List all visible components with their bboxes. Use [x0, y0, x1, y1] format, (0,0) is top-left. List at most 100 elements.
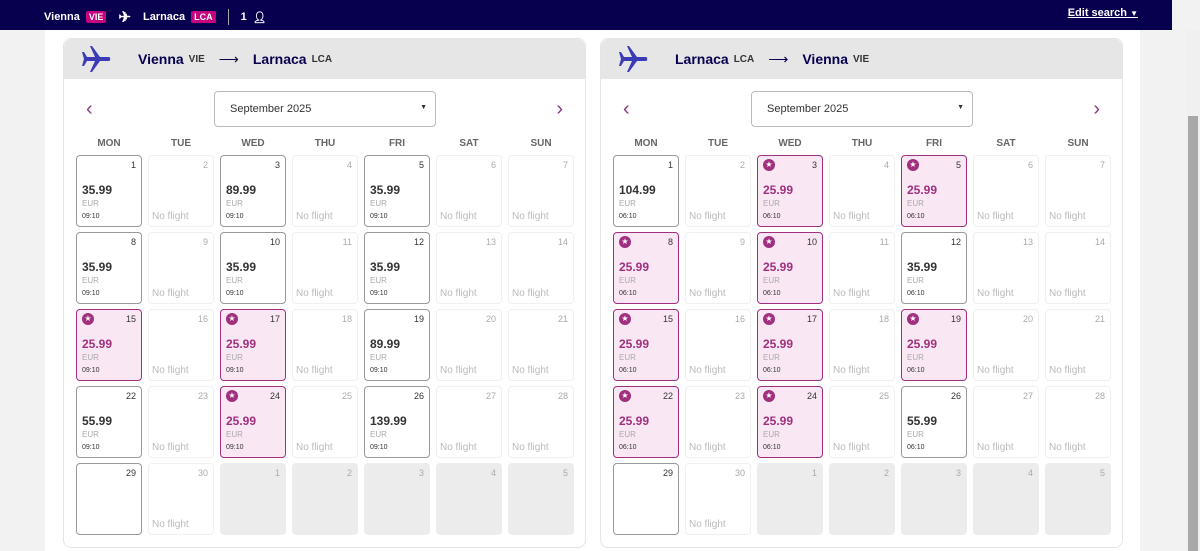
price: 25.99 [763, 260, 794, 274]
day-number: 8 [130, 237, 136, 247]
day-number: 3 [811, 160, 817, 170]
day-number: 20 [485, 314, 496, 324]
no-flight-label: No flight [512, 211, 549, 222]
calendar-day-cell: 4 [973, 463, 1039, 535]
star-deal-icon: ★ [82, 313, 94, 325]
calendar-day-cell[interactable]: ★ 19 25.99 EUR 06:10 [901, 309, 967, 381]
day-number: 8 [667, 237, 673, 247]
currency: EUR [82, 276, 99, 285]
calendar-day-cell: 13 No flight [973, 232, 1039, 304]
plane-icon [619, 46, 648, 72]
calendar-day-cell[interactable]: ★ 17 25.99 EUR 09:10 [220, 309, 286, 381]
calendar-day-cell[interactable]: 12 35.99 EUR 06:10 [901, 232, 967, 304]
calendar-day-cell[interactable]: 19 89.99 EUR 09:10 [364, 309, 430, 381]
calendar-day-cell[interactable]: ★ 3 25.99 EUR 06:10 [757, 155, 823, 227]
day-number: 2 [346, 468, 352, 478]
calendar-day-cell[interactable]: 8 35.99 EUR 09:10 [76, 232, 142, 304]
calendar-day-cell: 28 No flight [508, 386, 574, 458]
calendar-day-cell: 21 No flight [508, 309, 574, 381]
calendar-day-cell: 25 No flight [829, 386, 895, 458]
calendar-day-cell[interactable]: ★ 22 25.99 EUR 06:10 [613, 386, 679, 458]
calendar-day-cell[interactable]: 22 55.99 EUR 09:10 [76, 386, 142, 458]
currency: EUR [619, 276, 636, 285]
calendar-day-cell: 4 [436, 463, 502, 535]
currency: EUR [763, 199, 780, 208]
price: 25.99 [907, 183, 938, 197]
edit-search-button[interactable]: Edit search ▼ [1068, 7, 1138, 19]
next-month-button[interactable]: › [1093, 98, 1100, 120]
no-flight-label: No flight [152, 365, 189, 376]
day-number: 14 [557, 237, 568, 247]
day-number: 16 [734, 314, 745, 324]
calendar-day-cell[interactable]: 26 55.99 EUR 06:10 [901, 386, 967, 458]
calendar-day-cell: 13 No flight [436, 232, 502, 304]
top-bar: Vienna VIE ✈ Larnaca LCA 1 👤︎ Edit searc… [0, 0, 1172, 30]
calendar-grid: 1 35.99 EUR 09:10 2 No flight 3 89.99 EUR 09:… [76, 155, 574, 535]
scrollbar[interactable] [1186, 30, 1200, 551]
month-select[interactable]: September 2025 ▼ [214, 91, 436, 127]
weekday-label: SAT [459, 138, 479, 149]
calendar-day-cell: 5 [1045, 463, 1111, 535]
scrollbar-thumb[interactable] [1188, 116, 1198, 551]
no-flight-label: No flight [1049, 211, 1086, 222]
price: 35.99 [226, 260, 257, 274]
calendar-day-cell[interactable]: ★ 8 25.99 EUR 06:10 [613, 232, 679, 304]
caret-down-icon: ▼ [420, 104, 427, 111]
passenger-count: 1 [240, 11, 247, 23]
calendar-day-cell[interactable]: 1 35.99 EUR 09:10 [76, 155, 142, 227]
departure-time: 06:10 [763, 213, 781, 220]
weekday-label: FRI [925, 138, 943, 149]
return-calendar-panel: Larnaca LCA ⟶ Vienna VIE ‹ September 202… [600, 38, 1123, 548]
day-number: 17 [269, 314, 280, 324]
day-number: 25 [341, 391, 352, 401]
calendar-day-cell: 27 No flight [973, 386, 1039, 458]
calendar-day-cell[interactable]: 10 35.99 EUR 09:10 [220, 232, 286, 304]
day-number: 5 [955, 160, 961, 170]
edit-search-label: Edit search [1067, 7, 1128, 19]
departure-time: 09:10 [226, 213, 244, 220]
arrow-right-icon: ⟶ [768, 50, 789, 67]
destination-code-badge: LCA [191, 11, 216, 23]
day-number: 15 [125, 314, 136, 324]
weekday-label: WED [241, 138, 265, 149]
route-header: Vienna VIE ⟶ Larnaca LCA [64, 39, 585, 79]
month-select[interactable]: September 2025 ▼ [751, 91, 973, 127]
previous-month-button[interactable]: ‹ [623, 98, 630, 120]
day-number: 2 [883, 468, 889, 478]
calendar-day-cell[interactable]: ★ 15 25.99 EUR 09:10 [76, 309, 142, 381]
departure-time: 09:10 [370, 444, 388, 451]
departure-time: 09:10 [82, 213, 100, 220]
price: 35.99 [370, 183, 401, 197]
calendar-day-cell[interactable]: 12 35.99 EUR 09:10 [364, 232, 430, 304]
no-flight-label: No flight [689, 211, 726, 222]
day-number: 7 [1099, 160, 1105, 170]
day-number: 23 [197, 391, 208, 401]
next-month-button[interactable]: › [556, 98, 563, 120]
price: 25.99 [82, 337, 113, 351]
departure-time: 06:10 [619, 213, 637, 220]
calendar-day-cell[interactable]: ★ 15 25.99 EUR 06:10 [613, 309, 679, 381]
calendar-day-cell[interactable]: ★ 24 25.99 EUR 06:10 [757, 386, 823, 458]
calendar-day-cell[interactable]: ★ 17 25.99 EUR 06:10 [757, 309, 823, 381]
plane-icon [82, 46, 111, 72]
calendar-day-cell[interactable]: ★ 10 25.99 EUR 06:10 [757, 232, 823, 304]
currency: EUR [907, 353, 924, 362]
previous-month-button[interactable]: ‹ [86, 98, 93, 120]
calendar-day-cell[interactable]: 3 89.99 EUR 09:10 [220, 155, 286, 227]
currency: EUR [763, 430, 780, 439]
currency: EUR [82, 353, 99, 362]
arrow-right-icon: ⟶ [218, 50, 239, 67]
day-number: 3 [274, 160, 280, 170]
calendar-day-cell[interactable]: 26 139.99 EUR 09:10 [364, 386, 430, 458]
no-flight-label: No flight [977, 211, 1014, 222]
divider [227, 9, 229, 25]
calendar-day-cell[interactable]: ★ 5 25.99 EUR 06:10 [901, 155, 967, 227]
calendar-day-cell: 16 No flight [685, 309, 751, 381]
calendar-day-cell[interactable]: 1 104.99 EUR 06:10 [613, 155, 679, 227]
month-value: September 2025 [230, 103, 312, 115]
day-number: 27 [1022, 391, 1033, 401]
destination-city: Larnaca [142, 11, 186, 23]
calendar-day-cell[interactable]: 5 35.99 EUR 09:10 [364, 155, 430, 227]
calendar-day-cell: 3 [364, 463, 430, 535]
calendar-day-cell[interactable]: ★ 24 25.99 EUR 09:10 [220, 386, 286, 458]
